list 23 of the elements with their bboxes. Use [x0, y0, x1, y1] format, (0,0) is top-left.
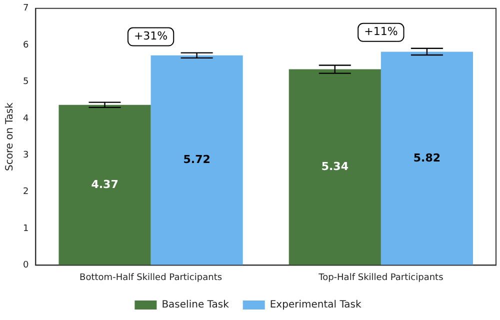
y-tick-label: 0: [22, 260, 29, 271]
annotation: +31%: [134, 30, 168, 43]
x-tick-label: Top-Half Skilled Participants: [318, 272, 444, 283]
data-label: 5.34: [321, 160, 349, 174]
legend-label: Baseline Task: [162, 300, 230, 311]
bar: [58, 104, 151, 266]
data-label: 5.82: [413, 151, 441, 164]
data-label: 5.72: [183, 153, 210, 166]
y-tick-label: 5: [22, 77, 29, 88]
y-tick-label: 2: [22, 187, 29, 198]
bar: [380, 52, 473, 266]
y-tick-label: 7: [22, 4, 29, 14]
data-label: 4.37: [91, 178, 118, 191]
bar: [288, 69, 381, 266]
y-tick-label: 6: [22, 40, 29, 50]
y-tick-label: 4: [22, 114, 29, 124]
y-tick-label: 3: [22, 150, 29, 160]
legend-label: Experimental Task: [270, 300, 362, 311]
bar: [150, 55, 243, 266]
y-axis-title: Score on Task: [4, 102, 16, 172]
y-tick-label: 1: [22, 224, 29, 234]
annotation: +11%: [364, 25, 398, 38]
x-tick-label: Bottom-Half Skilled Participants: [80, 272, 222, 283]
